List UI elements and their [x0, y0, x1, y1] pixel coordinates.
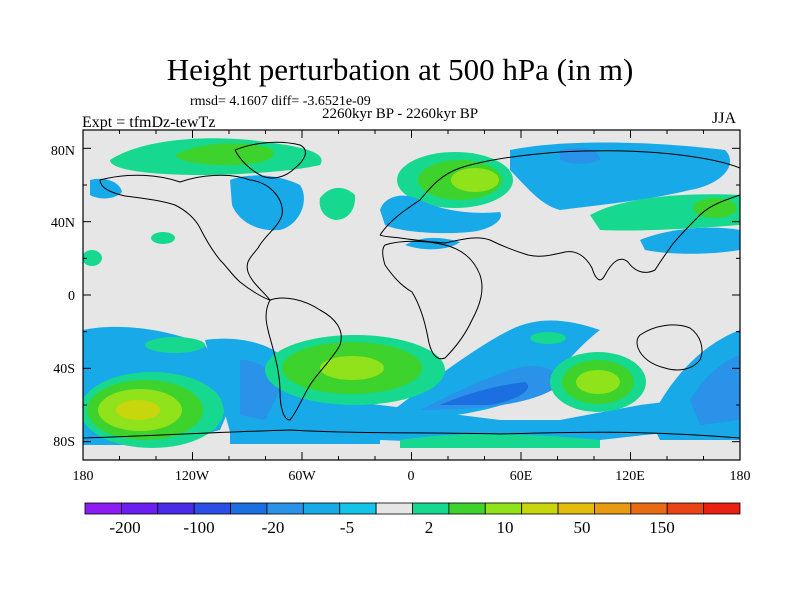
colorbar-swatch	[594, 502, 632, 515]
coastlines	[83, 141, 740, 439]
colorbar-swatch	[193, 502, 231, 515]
colorbar-swatch	[484, 502, 523, 515]
contour-yellow-scandinavia	[451, 168, 499, 192]
colorbar-swatch	[230, 502, 268, 515]
contour-blue-europe	[380, 195, 501, 234]
x-label-120w: 120W	[175, 469, 210, 484]
colorbar-swatch	[375, 502, 413, 515]
colorbar-label-1: -100	[183, 518, 214, 537]
contour-field	[83, 138, 740, 448]
colorbar-swatch	[666, 502, 705, 515]
experiment-label: Expt = tfmDz-tewTz	[82, 114, 216, 131]
colorbar-swatch	[157, 502, 195, 515]
rmsd-stats: rmsd= 4.1607 diff= -3.6521e-09	[190, 94, 371, 109]
x-label-180w: 180	[73, 469, 94, 484]
colorbar-swatch	[412, 502, 450, 515]
x-label-180e: 180	[730, 469, 751, 484]
y-label-40s: 40S	[53, 362, 75, 377]
contour-blue-north-pacific	[640, 227, 740, 254]
y-label-0: 0	[68, 289, 75, 304]
x-label-60e: 60E	[510, 469, 533, 484]
contour-yellow-s-atlantic	[320, 356, 384, 380]
x-label-0: 0	[408, 469, 415, 484]
contour-green-greenland	[175, 143, 274, 166]
y-label-40n: 40N	[51, 216, 75, 231]
contour-green-east-asia-inner	[693, 198, 737, 218]
coastline-greenland	[234, 141, 306, 179]
contour-green-s-pacific-small	[145, 337, 205, 353]
contour-dark-blue-tasman	[690, 355, 740, 425]
x-label-120e: 120E	[615, 469, 645, 484]
y-label-80n: 80N	[51, 144, 75, 159]
y-label-80s: 80S	[53, 435, 75, 450]
coastline-australia	[636, 324, 703, 371]
colorbar-swatch	[302, 502, 341, 515]
colorbar-swatch	[120, 502, 159, 515]
contour-yellow-indian	[576, 370, 620, 394]
contour-orange-sw-pacific	[116, 400, 160, 420]
colorbar-label-3: -5	[340, 518, 354, 537]
contour-green-indian-small	[530, 332, 566, 344]
colorbar-swatch	[521, 502, 559, 515]
coastline-eurasia	[379, 150, 740, 281]
contour-green-hawaii	[83, 250, 102, 266]
colorbar-swatch	[557, 502, 595, 515]
colorbar-swatch	[266, 502, 304, 515]
contour-green-north-atlantic	[319, 187, 356, 220]
colorbar-swatch	[448, 502, 486, 515]
coastline-north-america	[99, 174, 283, 301]
period-label: 2260kyr BP - 2260kyr BP	[322, 106, 479, 122]
season-label: JJA	[712, 110, 737, 127]
coastline-south-america	[265, 297, 342, 421]
colorbar-label-4: 2	[425, 518, 434, 537]
contour-darker-blue-south-atlantic	[440, 382, 529, 405]
colorbar-label-2: -20	[262, 518, 285, 537]
colorbar-swatch	[84, 502, 122, 515]
coastline-africa	[382, 240, 483, 360]
contour-green-antarctic	[400, 434, 600, 448]
colorbar-label-0: -200	[109, 518, 140, 537]
axis-ticks	[82, 130, 741, 460]
colorbar-swatch	[339, 502, 377, 515]
coastline-antarctica	[83, 429, 740, 439]
colorbar-swatch	[703, 502, 741, 515]
colorbar-label-7: 150	[649, 518, 675, 537]
contour-blue-antarctic	[230, 432, 380, 444]
colorbar-swatch	[630, 502, 668, 515]
contour-green-pacific-small	[151, 232, 175, 244]
colorbar-label-5: 10	[497, 518, 514, 537]
colorbar	[84, 502, 741, 515]
contour-blue-south-atlantic	[380, 320, 600, 420]
contour-blue-north-america	[230, 175, 304, 231]
colorbar-label-6: 50	[574, 518, 591, 537]
contour-blue-south-america	[205, 338, 690, 445]
x-label-60w: 60W	[288, 469, 316, 484]
map-title: Height perturbation at 500 hPa (in m)	[166, 52, 634, 87]
